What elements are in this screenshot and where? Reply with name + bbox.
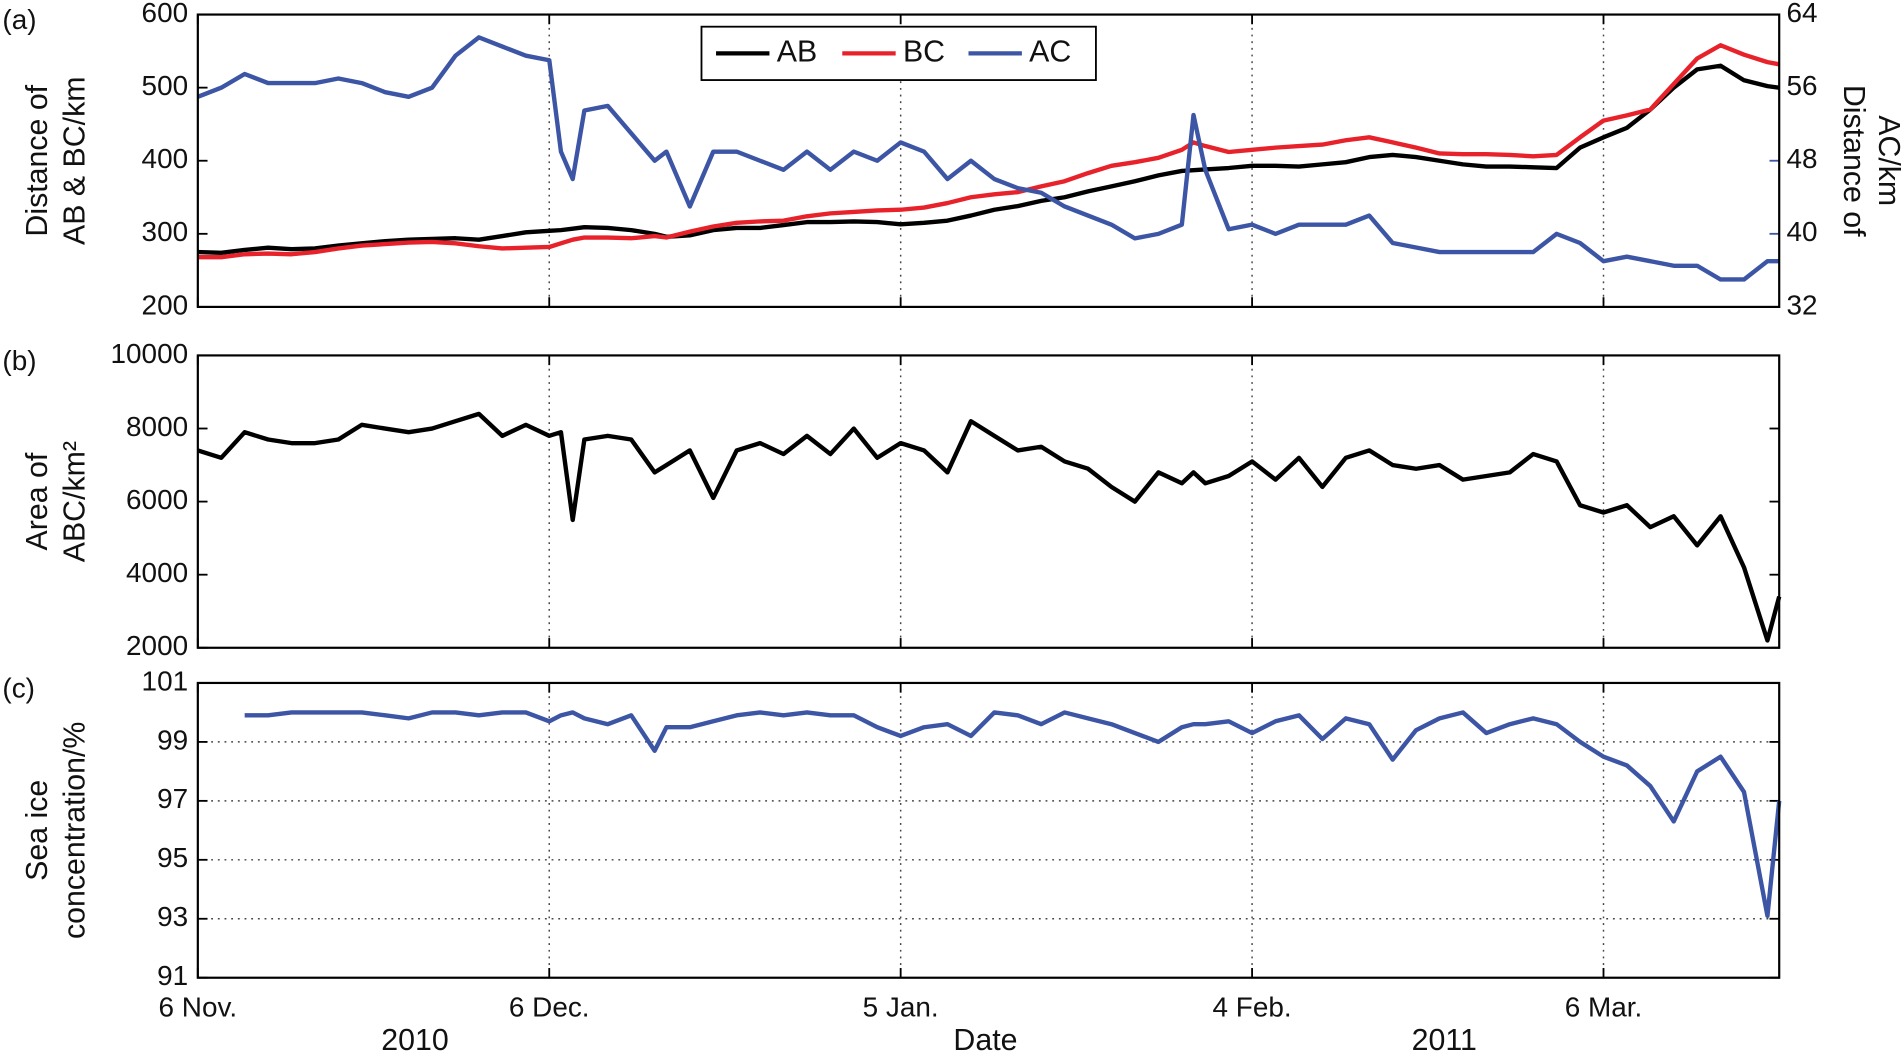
y-axis-label: Area of <box>21 452 54 550</box>
y-tick-label: 95 <box>157 842 188 873</box>
legend-label: AC <box>1029 35 1071 68</box>
x-tick-label: 6 Dec. <box>509 992 590 1023</box>
y-tick-label: 101 <box>142 665 189 696</box>
data-line <box>197 411 1782 643</box>
y-tick-label: 300 <box>142 216 189 247</box>
y2-tick-label: 64 <box>1786 0 1817 28</box>
y-axis-label: AB & BC/km <box>58 76 91 244</box>
plot-frame <box>196 13 1781 308</box>
y-tick-label: 500 <box>142 70 189 101</box>
panel-label: (b) <box>2 345 36 376</box>
y2-tick-label: 32 <box>1786 289 1817 320</box>
y-tick-label: 97 <box>157 783 188 814</box>
y2-axis-label: Distance of <box>1837 85 1870 237</box>
y-axis-label: concentration/% <box>58 722 91 939</box>
data-line <box>197 43 1780 260</box>
x-tick-label: 5 Jan. <box>863 992 939 1023</box>
x-tick-label: 6 Mar. <box>1565 992 1643 1023</box>
y-tick-label: 6000 <box>126 484 188 515</box>
y-tick-label: 8000 <box>126 411 188 442</box>
y-axis-label: Sea ice <box>21 780 54 881</box>
y2-tick-label: 40 <box>1786 216 1817 247</box>
y-tick-label: 93 <box>157 901 188 932</box>
year-label: 2011 <box>1412 1024 1477 1057</box>
data-line <box>244 710 1782 919</box>
y-tick-label: 2000 <box>126 630 188 661</box>
plot-frame <box>196 681 1781 979</box>
panel-label: (c) <box>2 673 35 704</box>
data-line <box>197 63 1780 255</box>
y-tick-label: 4000 <box>126 557 188 588</box>
x-axis-label: Date <box>953 1024 1017 1057</box>
plot-frame <box>196 354 1781 649</box>
x-tick-label: 6 Nov. <box>159 992 238 1023</box>
year-label: 2010 <box>381 1024 448 1057</box>
y-tick-label: 99 <box>157 724 188 755</box>
legend-label: AB <box>777 35 817 68</box>
data-line <box>197 35 1780 282</box>
y-axis-label: ABC/km² <box>58 441 91 562</box>
y-tick-label: 10000 <box>111 338 189 369</box>
legend-label: BC <box>903 35 945 68</box>
panel-label: (a) <box>2 4 36 35</box>
y-tick-label: 600 <box>142 0 189 28</box>
y2-tick-label: 56 <box>1786 70 1817 101</box>
y2-axis-label: AC/km <box>1872 115 1903 206</box>
y-tick-label: 200 <box>142 289 189 320</box>
y-tick-label: 91 <box>157 960 188 991</box>
y2-tick-label: 48 <box>1786 143 1817 174</box>
x-tick-label: 4 Feb. <box>1213 992 1292 1023</box>
y-tick-label: 400 <box>142 143 189 174</box>
y-axis-label: Distance of <box>21 84 54 236</box>
